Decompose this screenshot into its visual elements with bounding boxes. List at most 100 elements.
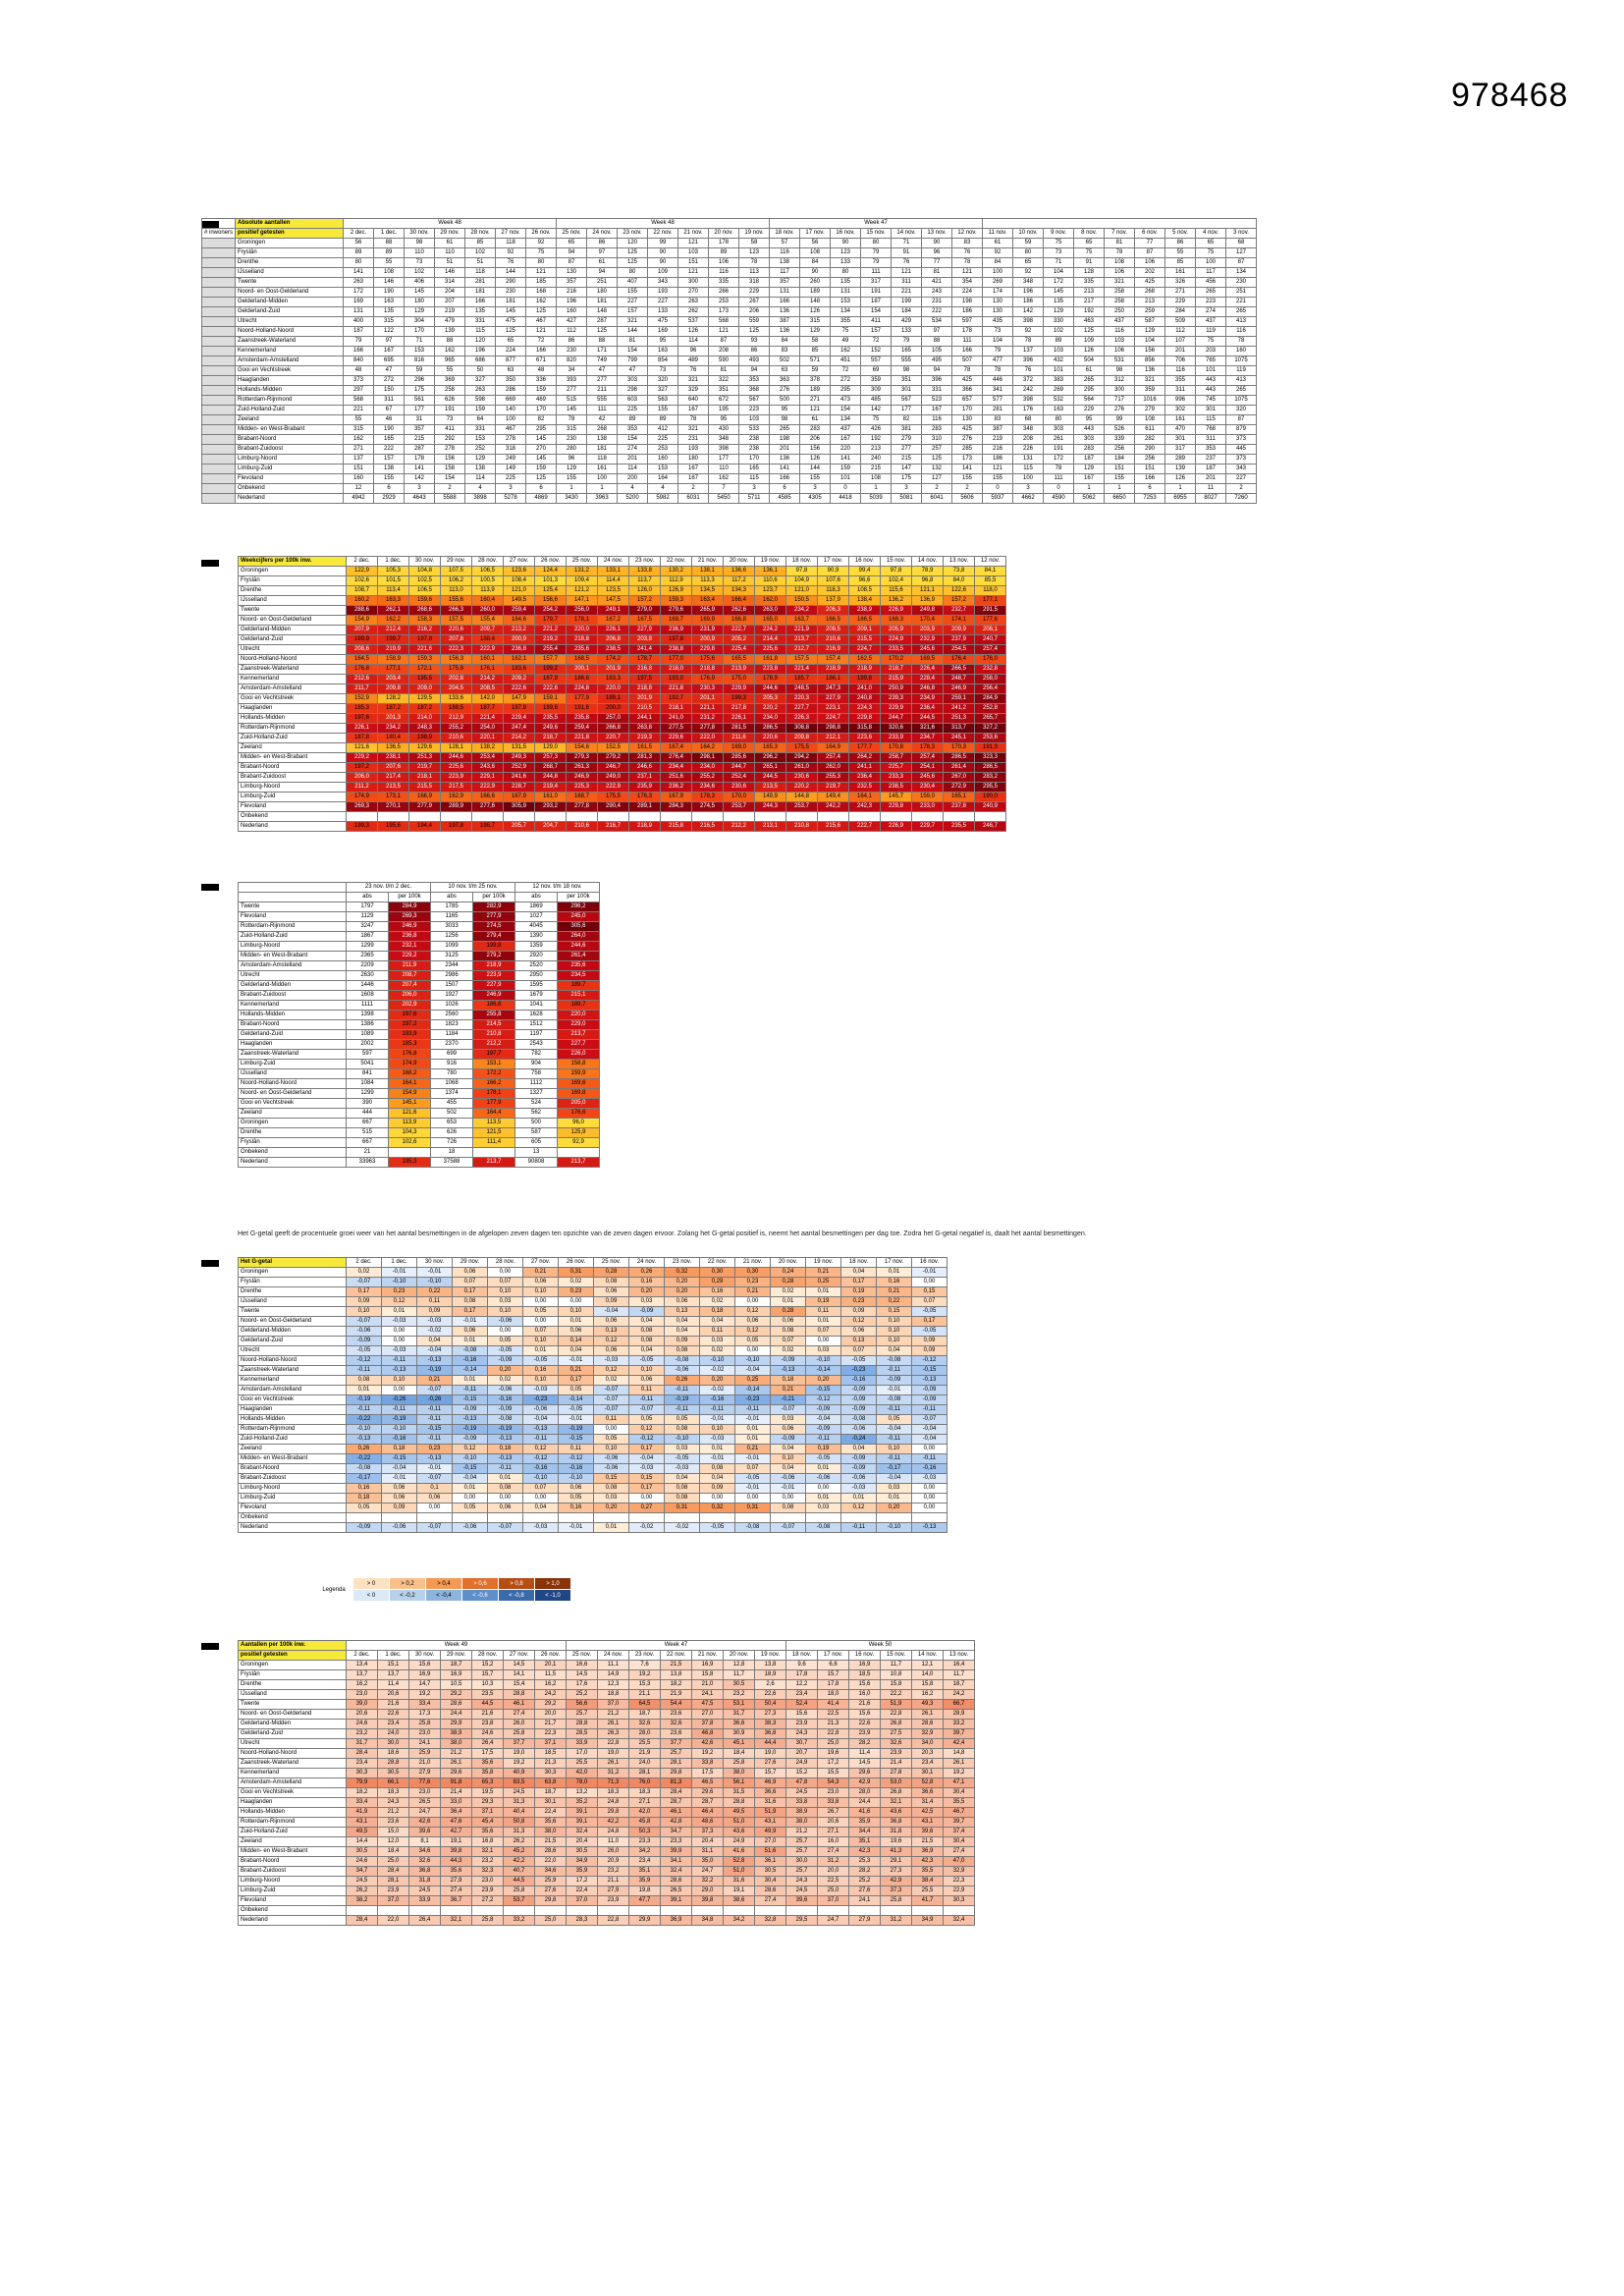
- cell: 0,08: [770, 1326, 806, 1337]
- cell: 301: [1195, 405, 1227, 415]
- cell: 193,0: [660, 674, 692, 684]
- cell: 189: [799, 385, 832, 396]
- cell: 286,5: [754, 723, 786, 734]
- cell: 110: [434, 247, 466, 258]
- cell: 230: [556, 346, 588, 356]
- cell: 30,1: [534, 1797, 567, 1808]
- cell: 159: [525, 464, 558, 474]
- date-header: 24 nov.: [597, 1650, 629, 1661]
- cell: 204: [434, 287, 466, 298]
- cell: 47,5: [691, 1699, 724, 1710]
- cell: 283: [1073, 444, 1106, 455]
- cell: 308,8: [785, 723, 818, 734]
- cell: 28,8: [377, 1758, 409, 1769]
- cell: [566, 1905, 598, 1916]
- cell: 300: [677, 277, 710, 288]
- cell: 27,4: [754, 1895, 786, 1906]
- cell: 146: [434, 267, 466, 278]
- cell: 241,0: [660, 713, 692, 724]
- cell: 0,14: [558, 1336, 594, 1346]
- cell: [848, 1905, 881, 1916]
- cell: 0,04: [876, 1345, 912, 1356]
- cell: 77: [1134, 238, 1166, 248]
- cell: 127: [1225, 247, 1258, 258]
- cell: 88: [434, 336, 466, 347]
- cell: 29,0: [691, 1886, 724, 1896]
- cell: 31,2: [880, 1915, 912, 1926]
- cell: -0,03: [840, 1483, 877, 1494]
- cell: 221,4: [785, 664, 818, 675]
- cell: 190,0: [974, 792, 1006, 802]
- cell: 155: [799, 473, 832, 484]
- cell: 39,7: [943, 1817, 975, 1828]
- cell: 274: [617, 444, 649, 455]
- cell: 61: [1073, 365, 1106, 376]
- cell: 598: [464, 395, 497, 406]
- cell: 717: [1104, 395, 1136, 406]
- cell: 81: [1104, 238, 1136, 248]
- date-header: 17 nov.: [817, 556, 849, 567]
- cell: 227,7: [557, 1039, 600, 1050]
- cell: 236,8: [503, 644, 535, 655]
- cell: 65: [1012, 257, 1045, 268]
- cell: 289,9: [440, 801, 472, 812]
- cell: 68: [1012, 414, 1045, 425]
- cell: 18,3: [597, 1787, 629, 1798]
- table-row: Haaglanden 2002 185,3 2370 212,2 2543 227,7: [238, 1039, 600, 1050]
- cell: 0,12: [452, 1444, 488, 1454]
- blank-cell: [982, 218, 1258, 229]
- cell: 24,6: [346, 1719, 378, 1729]
- region-name: Zuid-Holland-Zuid: [238, 733, 347, 743]
- cell: 19,2: [628, 1669, 661, 1680]
- cell: 84,1: [974, 566, 1006, 576]
- cell: 103: [677, 247, 710, 258]
- cell: 100: [586, 473, 619, 484]
- cell: 1386: [346, 1019, 389, 1030]
- cell: 103: [738, 414, 771, 425]
- cell: 0,00: [487, 1267, 523, 1278]
- cell: 125: [617, 247, 649, 258]
- cell: 95: [769, 405, 801, 415]
- cell: -0,19: [558, 1424, 594, 1435]
- cell: 155: [1104, 473, 1136, 484]
- cell: 18,8: [597, 1689, 629, 1700]
- cell: 126: [1073, 346, 1106, 356]
- cell: 257: [921, 444, 953, 455]
- cell: 223,1: [817, 703, 849, 714]
- cell: 247,3: [817, 683, 849, 694]
- table-row: Limburg-Zuid 0,18 0,06 0,06 0,00 0,00 0,00 0,05…: [238, 1493, 947, 1503]
- region-name: Groningen: [238, 1118, 347, 1128]
- region-name: Onbekend: [238, 1147, 347, 1158]
- region-name: Midden- en West-Brabant: [238, 752, 347, 763]
- cell: 5062: [1073, 493, 1106, 504]
- cell: -0,09: [911, 1394, 947, 1405]
- cell: 233,5: [880, 644, 912, 655]
- cell: 221,2: [534, 625, 567, 635]
- cell: 351: [891, 375, 923, 386]
- cell: 75: [1195, 336, 1227, 347]
- cell: 0,08: [593, 1277, 629, 1287]
- cell: 229: [1164, 297, 1197, 307]
- cell: 22,6: [377, 1709, 409, 1720]
- cell: 153: [464, 434, 497, 445]
- cell: 108: [860, 473, 893, 484]
- cell: 23,2: [471, 1856, 504, 1867]
- table-row: Amsterdam-Amstelland 79,9 66,1 77,6 91,8 65,3…: [238, 1777, 975, 1788]
- cell: 226,9: [880, 821, 912, 832]
- g-number-explanation: Het G-getal geeft de procentuele groei w…: [238, 1230, 1087, 1237]
- cell: 1679: [514, 990, 558, 1001]
- cell: 18,9: [754, 1669, 786, 1680]
- cell: 19,5: [471, 1787, 504, 1798]
- cell: 244,1: [628, 713, 661, 724]
- cell: [597, 1905, 629, 1916]
- cell: 126: [1164, 473, 1197, 484]
- table-row: Brabant-Noord 162 165 215 292 153 278 145 230 138…: [200, 434, 1258, 445]
- cell: 125,4: [534, 585, 567, 596]
- cell: -0,01: [876, 1385, 912, 1395]
- cell: -0,09: [876, 1375, 912, 1386]
- cell: 48,6: [691, 1817, 724, 1828]
- cell: -0,14: [452, 1365, 488, 1376]
- cell: 263,0: [754, 605, 786, 616]
- cell: 359: [1134, 385, 1166, 396]
- cell: 0,09: [381, 1503, 417, 1513]
